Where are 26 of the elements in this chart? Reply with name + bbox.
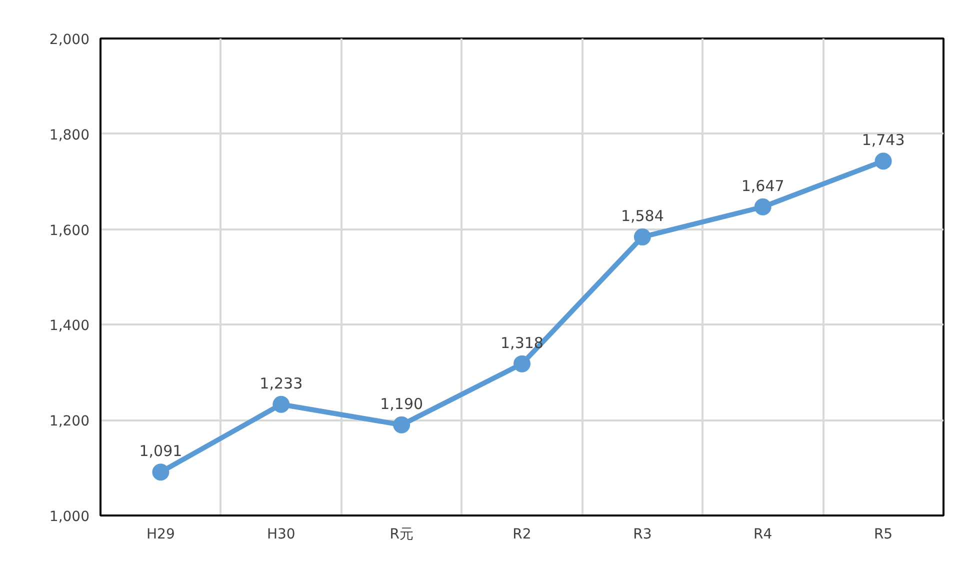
point	[634, 228, 651, 246]
x-tick-label: H29	[146, 526, 175, 542]
y-tick-label: 1,600	[49, 222, 90, 239]
data-label: 1,584	[620, 206, 664, 225]
y-tick-label: 1,800	[49, 127, 90, 144]
data-label: 1,233	[260, 374, 303, 392]
point	[874, 152, 892, 170]
point	[152, 464, 170, 481]
point	[393, 416, 410, 434]
data-label: 1,190	[380, 394, 424, 413]
point	[514, 355, 530, 372]
y-tick-label: 1,000	[49, 509, 90, 525]
x-tick-label: R2	[512, 526, 532, 542]
y-tick-label: 1,200	[49, 414, 90, 430]
x-tick-label: R4	[754, 526, 772, 542]
point	[272, 396, 290, 413]
data-label: 1,091	[139, 442, 182, 460]
x-tick-label: R5	[874, 526, 893, 542]
x-tick-label: H30	[266, 526, 296, 542]
y-tick-label: 1,400	[49, 318, 90, 334]
data-label: 1,743	[862, 131, 905, 150]
data-label: 1,647	[741, 176, 784, 195]
x-tick-label: R3	[633, 526, 652, 542]
y-tick-label: 2,000	[49, 32, 90, 48]
point	[754, 198, 772, 216]
x-tick-label: R元	[390, 526, 414, 542]
